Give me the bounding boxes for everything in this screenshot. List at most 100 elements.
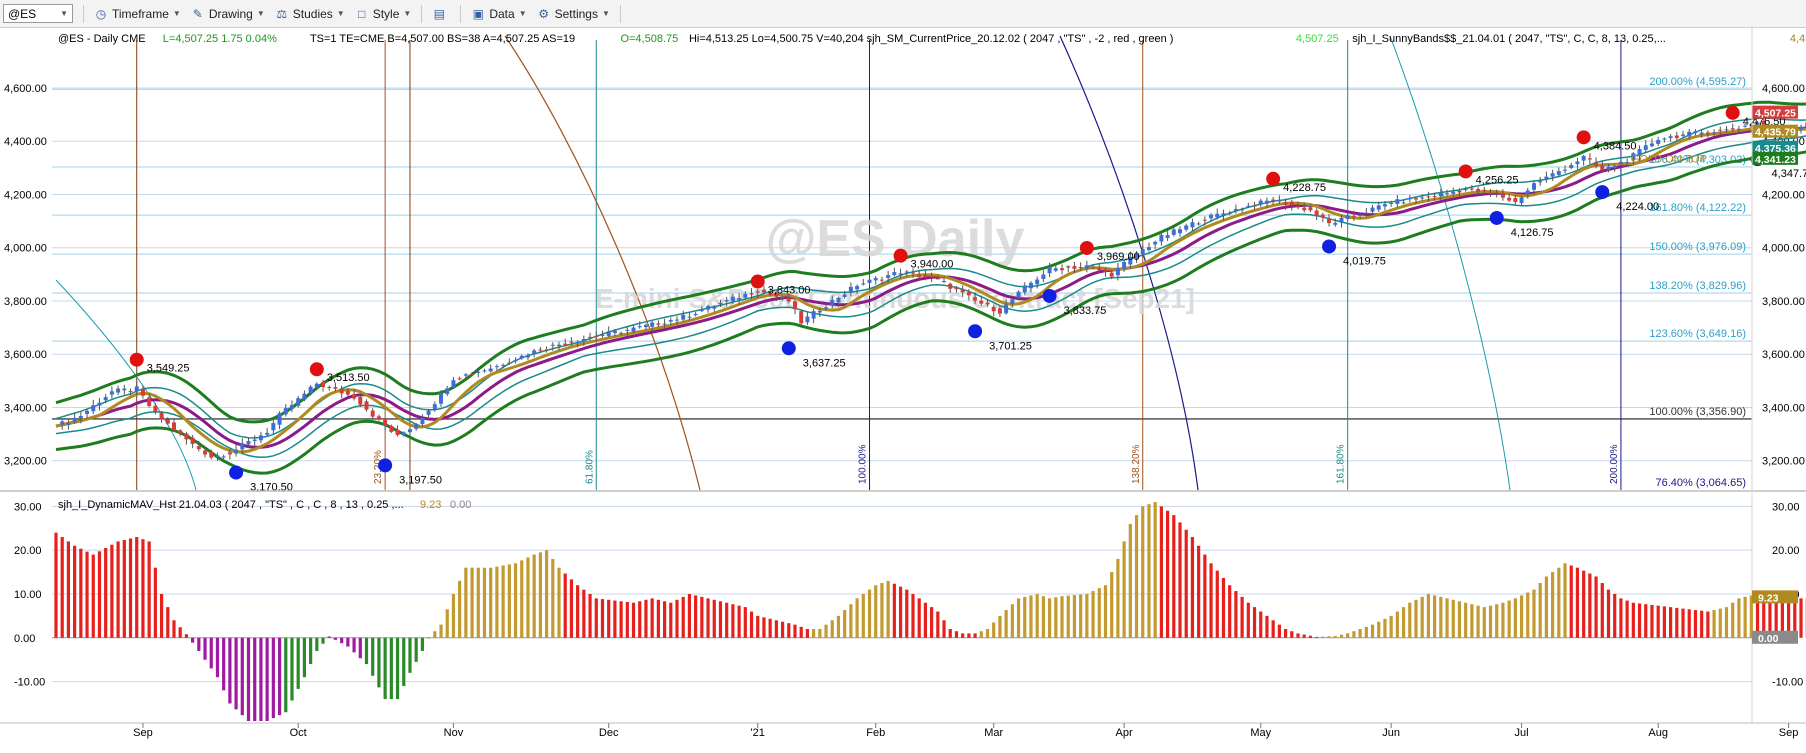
candle-body: [1078, 267, 1083, 269]
candle-body: [265, 432, 270, 435]
candle-body: [389, 426, 394, 432]
time-axis-label: Oct: [290, 727, 307, 739]
histogram-bar: [619, 601, 623, 638]
time-line-label: 61.80%: [584, 450, 595, 484]
candle-body: [1637, 149, 1642, 156]
histogram-bar: [1687, 609, 1691, 638]
candle-body: [1457, 190, 1462, 193]
price-axis-left-label: 4,000.00: [4, 243, 47, 255]
candle-body: [1445, 193, 1450, 195]
candle-body: [979, 300, 984, 304]
histogram-bar: [1439, 596, 1443, 638]
candle-body: [72, 417, 77, 423]
swing-high-marker: [309, 362, 324, 377]
histogram-bar: [843, 610, 847, 638]
histogram-bar: [1277, 624, 1281, 638]
candle-body: [1072, 266, 1077, 269]
candle-body: [898, 273, 903, 275]
histogram-bar: [1091, 591, 1095, 638]
data-menu[interactable]: ▣ Data ▼: [471, 6, 527, 21]
candle-body: [1339, 217, 1344, 223]
price-label-box: [1752, 124, 1798, 138]
candle-body: [376, 416, 381, 420]
candle-body: [855, 286, 860, 290]
chevron-down-icon: ▼: [60, 9, 68, 18]
studies-icon: ⚖: [276, 6, 288, 21]
candle-body: [1413, 198, 1418, 200]
histogram-bar: [1290, 631, 1294, 638]
candle-body: [1028, 282, 1033, 289]
histogram-bar: [1041, 596, 1045, 638]
timeframe-menu[interactable]: ◷ Timeframe ▼: [94, 7, 181, 21]
chart-canvas[interactable]: 3,200.00 3,200.00 3,400.00 3,400.00 3,600.00…: [0, 28, 1806, 753]
symbol-selector[interactable]: @ES ▼: [3, 4, 73, 23]
histogram-bar: [321, 637, 325, 644]
swing-low-label: 3,170.50: [250, 482, 293, 494]
candle-body: [209, 451, 214, 458]
histogram-bar: [1476, 605, 1480, 638]
candle-body: [203, 450, 208, 455]
price-label-box: [1752, 140, 1798, 154]
candle-body: [308, 386, 313, 394]
candle-body: [488, 368, 493, 372]
chart-background: [0, 28, 1806, 753]
histogram-bar: [892, 583, 896, 638]
lower-inner-band: [55, 135, 1806, 458]
layout-button[interactable]: ▤: [432, 7, 450, 21]
candle-body: [1283, 202, 1288, 205]
candle-body: [681, 314, 686, 320]
candle-body: [910, 272, 915, 274]
candle-body: [383, 419, 388, 426]
candle-body: [1749, 125, 1754, 127]
histogram-bar: [1358, 629, 1362, 638]
candle-body: [836, 297, 841, 303]
histogram-bar: [1327, 636, 1331, 638]
symbol-text: @ES: [8, 6, 37, 21]
histogram-bar: [1221, 577, 1226, 638]
candle-body: [737, 298, 742, 300]
candle-body: [1438, 193, 1443, 197]
histogram-bar: [1296, 633, 1300, 638]
candle-body: [588, 336, 593, 338]
candle-body: [668, 320, 673, 322]
candle-body: [1705, 132, 1710, 135]
histogram-bar: [1283, 629, 1288, 638]
histogram-bar: [998, 615, 1002, 638]
time-axis-label: Jun: [1382, 727, 1400, 739]
candle-body: [1035, 279, 1040, 285]
histogram-bar: [979, 631, 983, 638]
candle-body: [1327, 218, 1332, 224]
settings-menu[interactable]: ⚙ Settings ▼: [537, 7, 610, 21]
histogram-bar: [1681, 608, 1685, 638]
histogram-bar: [1370, 624, 1375, 638]
drawing-menu[interactable]: ✎ Drawing ▼: [191, 7, 265, 21]
studies-menu[interactable]: ⚖ Studies ▼: [275, 6, 344, 21]
histogram-bar: [482, 567, 487, 638]
style-menu[interactable]: □ Style ▼: [355, 7, 411, 21]
histogram-bar: [917, 598, 921, 638]
histogram-bar: [954, 631, 959, 638]
histogram-bar: [1669, 607, 1673, 638]
histogram-axis-left-label: 10.00: [14, 589, 42, 601]
histogram-bar: [1488, 605, 1493, 638]
candle-body: [792, 301, 797, 310]
histogram-bar: [1482, 607, 1486, 638]
histogram-bar: [818, 629, 822, 638]
histogram-bar: [700, 596, 704, 638]
right-price-labels: 4,507.25 4,435.79 4,375.364,341.23: [1752, 105, 1798, 166]
histogram-bar: [737, 605, 741, 638]
candle-body: [395, 429, 400, 435]
histogram-bar: [358, 637, 362, 659]
histogram-bar: [799, 626, 803, 638]
histogram-axis-left-label: -10.00: [14, 677, 45, 689]
candle-body: [1289, 201, 1294, 206]
histogram-bar: [333, 637, 338, 640]
histogram-bar: [861, 593, 865, 638]
histogram-bar: [1774, 597, 1778, 638]
candle-body: [97, 402, 102, 406]
candle-body: [1246, 205, 1251, 207]
data-label: Data: [489, 6, 515, 21]
candle-body: [432, 404, 437, 410]
swing-low-label: 3,197.50: [399, 474, 442, 486]
histogram-bar: [656, 599, 660, 638]
